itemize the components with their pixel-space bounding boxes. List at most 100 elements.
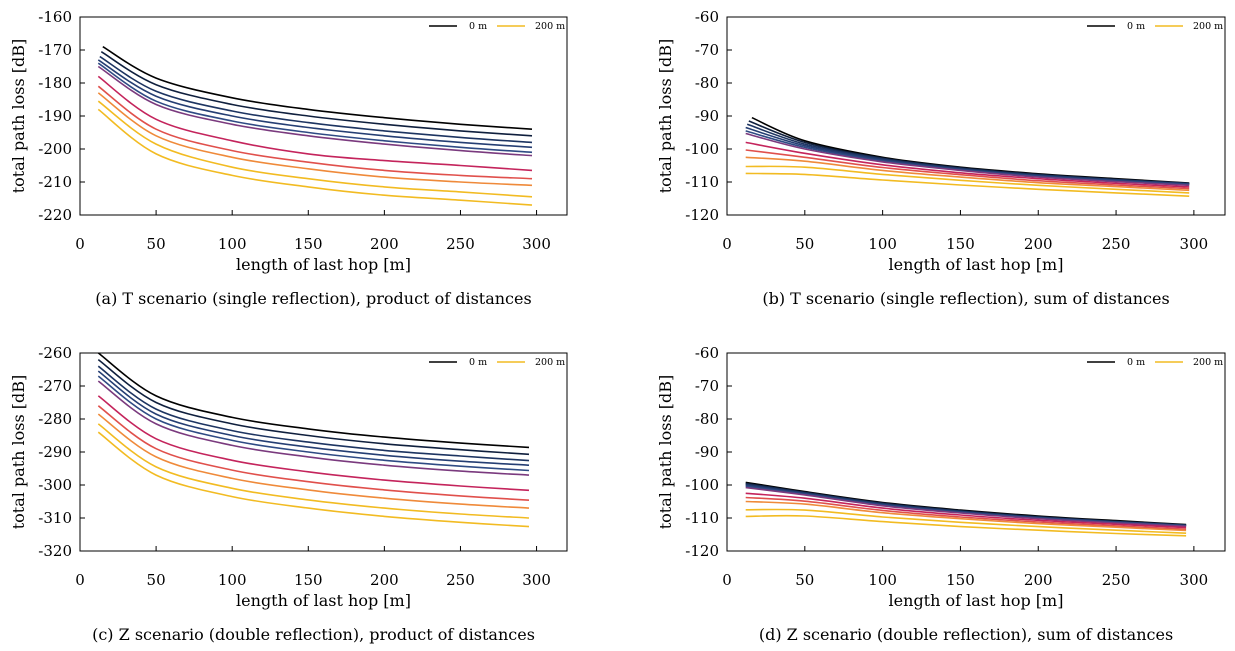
y-tick-label: -270: [38, 377, 72, 395]
y-axis-label: total path loss [dB]: [656, 375, 675, 530]
series-line-10: [97, 431, 530, 528]
y-tick-label: -180: [38, 74, 72, 92]
series-line-2: [99, 55, 533, 144]
series-line-6: [97, 395, 530, 492]
series-line-9: [97, 100, 533, 198]
chart-panel-0: 0 50 100 150 200 250 300 -160 -170 -180 -190 -200 -2…: [9, 8, 568, 308]
series-line-5: [745, 132, 1190, 187]
series-line-2: [97, 365, 530, 462]
x-tick-label: 300: [1180, 235, 1209, 253]
x-axis-label: length of last hop [m]: [889, 255, 1064, 274]
x-tick-label: 100: [218, 235, 247, 253]
panel-caption: (d) Z scenario (double reflection), sum …: [759, 625, 1173, 644]
series-line-4: [97, 375, 530, 472]
y-tick-label: -70: [695, 41, 719, 59]
x-tick-label: 50: [147, 571, 166, 589]
series-line-8: [97, 413, 530, 509]
y-tick-label: -220: [38, 206, 72, 224]
series-line-6: [745, 141, 1190, 188]
panel-caption: (c) Z scenario (double reflection), prod…: [92, 625, 535, 644]
x-tick-label: 100: [868, 235, 897, 253]
panel-caption: (b) T scenario (single reflection), sum …: [762, 289, 1169, 308]
series-line-5: [97, 380, 530, 476]
y-axis-label: total path loss [dB]: [9, 375, 28, 530]
x-tick-label: 100: [218, 571, 247, 589]
series-line-10: [97, 108, 533, 206]
y-tick-label: -310: [38, 509, 72, 527]
series-line-10: [745, 514, 1187, 537]
chart-panel-2: 0 50 100 150 200 250 300 -260 -270 -280 -290 -300 -3…: [9, 344, 568, 644]
panel-caption: (a) T scenario (single reflection), prod…: [95, 289, 531, 308]
x-tick-label: 0: [722, 235, 732, 253]
series-line-0: [97, 352, 530, 449]
legend-label-200m: 200 m: [535, 21, 565, 32]
series-line-8: [97, 92, 533, 187]
y-tick-label: -110: [685, 509, 719, 527]
y-tick-label: -170: [38, 41, 72, 59]
legend-label-0m: 0 m: [469, 357, 487, 368]
legend-label-200m: 200 m: [535, 357, 565, 368]
series-line-9: [97, 423, 530, 519]
y-tick-label: -110: [685, 173, 719, 191]
series-line-8: [745, 156, 1190, 192]
x-tick-label: 200: [1024, 235, 1053, 253]
y-tick-label: -60: [695, 344, 719, 362]
y-tick-label: -60: [695, 8, 719, 26]
series-line-3: [97, 370, 530, 466]
series-line-7: [745, 496, 1187, 530]
series-line-3: [97, 59, 533, 149]
y-tick-label: -90: [695, 443, 719, 461]
legend-label-0m: 0 m: [1127, 21, 1145, 32]
x-tick-label: 0: [722, 571, 732, 589]
y-tick-label: -100: [685, 476, 719, 494]
x-axis-label: length of last hop [m]: [236, 255, 411, 274]
legend-label-0m: 0 m: [1127, 357, 1145, 368]
y-tick-label: -280: [38, 410, 72, 428]
y-tick-label: -120: [685, 206, 719, 224]
series-line-0: [102, 46, 533, 130]
y-tick-label: -200: [38, 140, 72, 158]
x-tick-label: 250: [1102, 235, 1131, 253]
series-line-1: [97, 358, 530, 456]
series-line-5: [97, 65, 533, 157]
y-tick-label: -120: [685, 542, 719, 560]
y-tick-label: -90: [695, 107, 719, 125]
x-tick-label: 250: [446, 235, 475, 253]
plot-frame: [79, 16, 568, 216]
x-tick-label: 250: [1102, 571, 1131, 589]
plot-frame: [726, 352, 1226, 552]
x-tick-label: 150: [294, 571, 323, 589]
series-line-8: [745, 500, 1187, 532]
legend-label-200m: 200 m: [1193, 357, 1223, 368]
x-tick-label: 300: [1180, 571, 1209, 589]
series-line-6: [745, 492, 1187, 529]
series-line-10: [745, 172, 1190, 197]
x-tick-label: 150: [946, 571, 975, 589]
y-tick-label: -80: [695, 74, 719, 92]
series-line-9: [745, 165, 1190, 194]
x-tick-label: 200: [370, 571, 399, 589]
x-tick-label: 300: [522, 571, 551, 589]
y-tick-label: -70: [695, 377, 719, 395]
series-line-1: [100, 51, 533, 137]
y-tick-label: -290: [38, 443, 72, 461]
x-tick-label: 150: [946, 235, 975, 253]
y-tick-label: -160: [38, 8, 72, 26]
x-tick-label: 50: [795, 235, 814, 253]
legend-label-200m: 200 m: [1193, 21, 1223, 32]
legend-label-0m: 0 m: [469, 21, 487, 32]
x-tick-label: 100: [868, 571, 897, 589]
y-tick-label: -80: [695, 410, 719, 428]
x-tick-label: 250: [446, 571, 475, 589]
y-tick-label: -300: [38, 476, 72, 494]
x-tick-label: 200: [370, 235, 399, 253]
y-tick-label: -320: [38, 542, 72, 560]
y-axis-label: total path loss [dB]: [9, 39, 28, 194]
x-axis-label: length of last hop [m]: [236, 591, 411, 610]
series-line-5: [745, 486, 1187, 528]
y-tick-label: -210: [38, 173, 72, 191]
y-tick-label: -190: [38, 107, 72, 125]
series-line-7: [97, 85, 533, 180]
series-line-7: [97, 405, 530, 501]
